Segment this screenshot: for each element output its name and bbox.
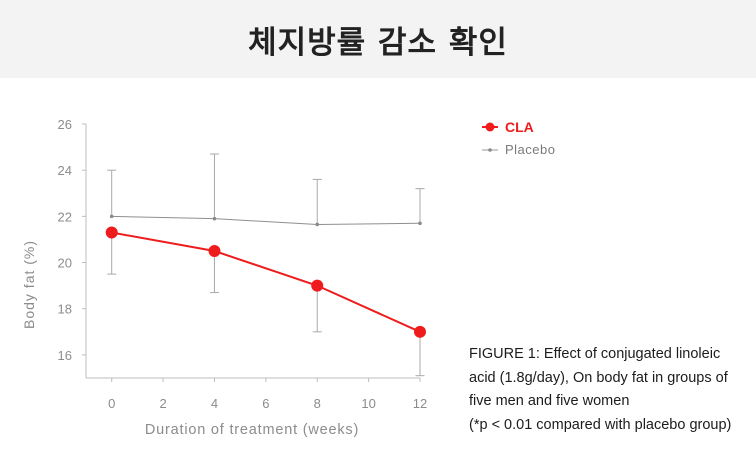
chart-axes [85, 124, 420, 379]
placebo-point [315, 222, 320, 227]
cla-point [105, 226, 118, 239]
x-tick-label: 6 [262, 396, 269, 411]
placebo-point [418, 221, 422, 226]
y-tick-label: 22 [58, 209, 72, 224]
chart-legend: CLA Placebo [482, 119, 555, 157]
x-tick-label: 4 [211, 396, 218, 411]
x-tick-label: 0 [108, 396, 115, 411]
cla-point [208, 245, 221, 257]
placebo-series-line [111, 215, 421, 225]
caption-line: (*p < 0.01 compared with placebo group) [469, 416, 732, 433]
caption-line: five men and five women [469, 393, 630, 409]
page-header: 체지방률 감소 확인 [0, 0, 756, 78]
legend-cla-marker [485, 122, 495, 132]
placebo-point [109, 214, 114, 219]
legend-placebo-marker [488, 148, 492, 152]
cla-point [414, 325, 426, 338]
page-title: 체지방률 감소 확인 [248, 24, 508, 61]
legend-cla-label: CLA [505, 119, 534, 135]
y-tick-label: 18 [58, 302, 72, 317]
y-tick-label: 20 [58, 256, 72, 271]
caption-line: FIGURE 1: Effect of conjugated linoleic [469, 346, 721, 362]
series-layer [105, 153, 426, 377]
x-tick-label: 12 [413, 396, 427, 411]
y-ticks: 16 18 20 22 24 26 [58, 117, 86, 363]
y-tick-label: 26 [58, 117, 72, 132]
cla-series-line [111, 231, 421, 333]
legend-placebo-label: Placebo [505, 142, 555, 157]
placebo-point [212, 216, 217, 221]
y-tick-label: 16 [58, 348, 72, 363]
x-tick-label: 10 [361, 396, 375, 411]
x-tick-label: 2 [159, 396, 166, 411]
cla-point [311, 279, 324, 292]
figure-caption: FIGURE 1: Effect of conjugated linoleic … [469, 343, 754, 437]
x-tick-label: 8 [314, 396, 321, 411]
y-axis-label: Body fat (%) [21, 240, 37, 329]
x-axis-label: Duration of treatment (weeks) [145, 422, 359, 438]
x-ticks: 0 2 4 6 8 10 12 [108, 378, 427, 411]
caption-line: acid (1.8g/day), On body fat in groups o… [469, 369, 728, 386]
y-tick-label: 24 [58, 163, 72, 178]
